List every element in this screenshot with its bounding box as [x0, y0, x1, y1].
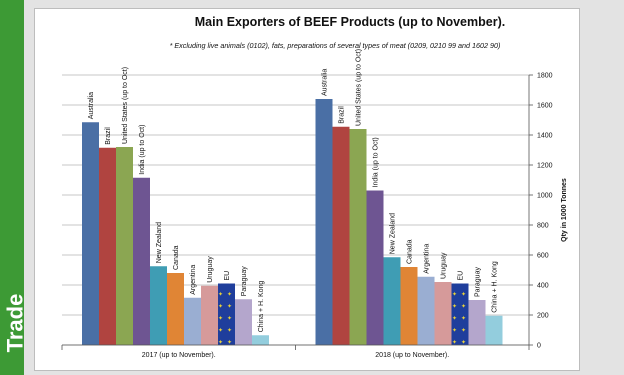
chart-subtitle: * Excluding live animals (0102), fats, p… — [169, 41, 501, 50]
bar — [116, 147, 133, 345]
bar — [332, 126, 350, 345]
bar-label: Argentina — [190, 265, 197, 295]
bar-label: Australia — [88, 92, 95, 119]
bar-label: Australia — [322, 69, 329, 96]
bar-label: Canada — [407, 239, 414, 264]
bar-label: Paraguay — [475, 267, 482, 297]
y-tick-label: 1600 — [537, 103, 553, 110]
bar-label: EU — [224, 271, 231, 281]
y-tick-label: 400 — [537, 283, 549, 290]
bar-label: Canada — [173, 245, 180, 270]
bars — [82, 99, 503, 345]
bar — [82, 122, 99, 345]
bar-label: United States (up to Oct) — [122, 67, 129, 144]
bar-label: United States (up to Oct) — [356, 49, 363, 126]
eu-flag-pattern — [451, 283, 469, 345]
bar — [315, 99, 333, 345]
bar — [99, 147, 116, 345]
bar-label: China + H. Kong — [258, 281, 265, 333]
bar-label: India (up to Oct) — [373, 137, 380, 187]
bar — [434, 282, 452, 345]
bar — [383, 257, 401, 345]
bar — [400, 267, 418, 345]
bar-label: India (up to Oct) — [139, 125, 146, 175]
bar-label: Brazil — [105, 127, 112, 145]
bar-label: New Zealand — [390, 213, 397, 254]
eu-flag-pattern — [218, 283, 235, 345]
bar — [349, 129, 367, 345]
y-tick-label: 1000 — [537, 193, 553, 200]
y-tick-label: 800 — [537, 223, 549, 230]
y-tick-label: 0 — [537, 343, 541, 350]
chart-title: Main Exporters of BEEF Products (up to N… — [194, 15, 506, 29]
bar-label: New Zealand — [156, 222, 163, 263]
y-tick-label: 1800 — [537, 73, 553, 80]
bar — [366, 190, 384, 345]
bar — [167, 273, 184, 345]
x-category-label: 2017 (up to November). — [142, 352, 216, 359]
bar-label: Uruguay — [207, 256, 214, 283]
bar — [184, 297, 201, 345]
bar-labels: Australia Brazil United States (up to Oct)… — [88, 49, 499, 332]
bar-label: Uruguay — [441, 252, 448, 279]
y-tick-label: 1400 — [537, 133, 553, 140]
axes: 0 200 400 600 800 1000 1200 1400 1600 1800 2017 (u… — [61, 73, 553, 359]
bar — [485, 315, 503, 345]
bar — [468, 300, 486, 345]
bar — [252, 335, 269, 345]
bar-label: EU — [458, 271, 465, 281]
bar-label: Brazil — [339, 106, 346, 124]
y-tick-label: 1200 — [537, 163, 553, 170]
bar — [133, 177, 150, 345]
side-band: Trade — [0, 0, 27, 375]
y-tick-label: 600 — [537, 253, 549, 260]
bar — [417, 276, 435, 345]
bar-label: China + H. Kong — [492, 261, 499, 313]
bar — [150, 266, 167, 345]
bar-label: Argentina — [424, 244, 431, 274]
bar-label: Paraguay — [241, 266, 248, 296]
bar — [201, 285, 218, 345]
bar — [235, 299, 252, 345]
x-category-label: 2018 (up to November). — [375, 352, 449, 359]
y-axis-label: Qty in 1000 Tonnes — [561, 178, 568, 242]
y-tick-label: 200 — [537, 313, 549, 320]
